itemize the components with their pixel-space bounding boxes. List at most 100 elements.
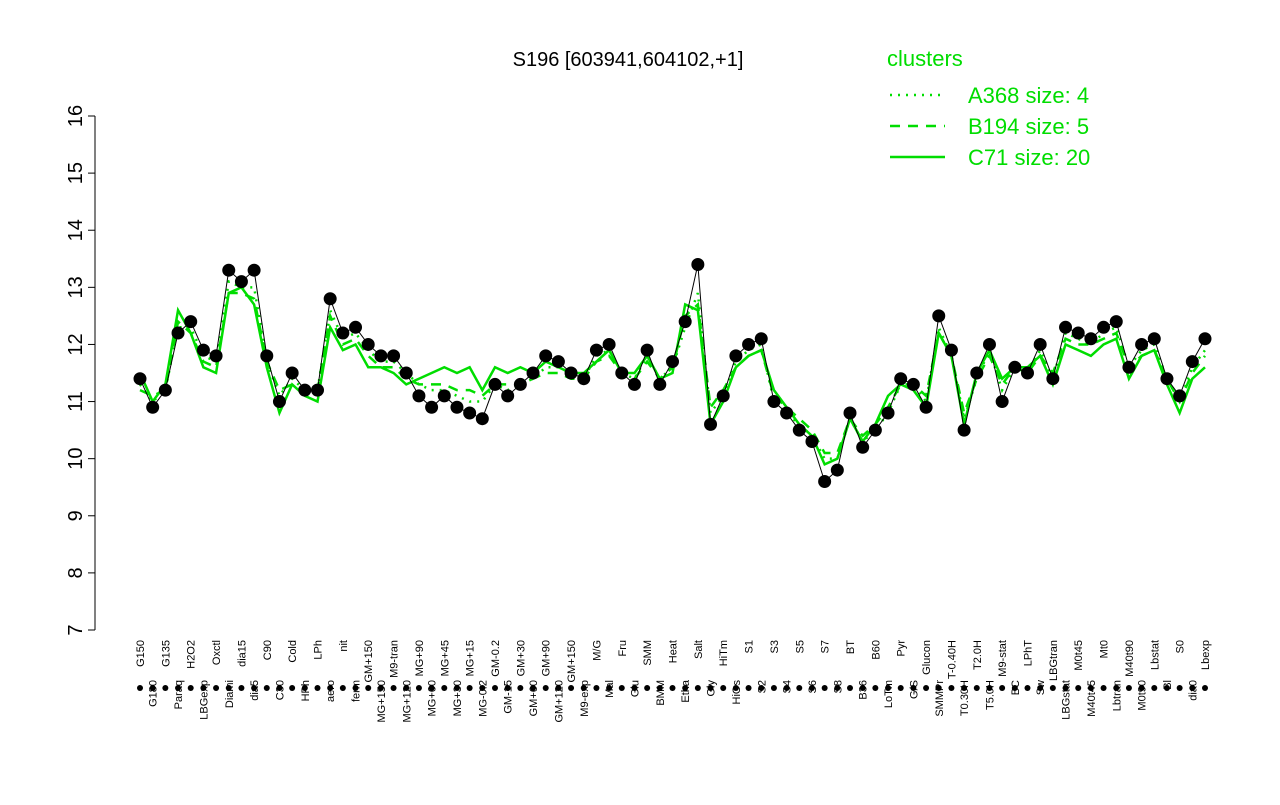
rug-mark: [403, 685, 410, 691]
data-point: [995, 395, 1009, 409]
rug-mark: [783, 685, 790, 691]
rug-mark: [555, 685, 562, 691]
rug-mark: [213, 685, 220, 691]
data-point: [1008, 360, 1022, 374]
data-point: [146, 400, 160, 414]
rug-mark: [821, 685, 828, 691]
data-point: [716, 389, 730, 403]
legend-label: A368 size: 4: [968, 83, 1089, 108]
rug-mark: [289, 685, 296, 691]
data-point: [387, 349, 401, 363]
data-point: [944, 343, 958, 357]
data-point: [272, 395, 286, 409]
data-point: [349, 320, 363, 334]
rug-mark: [504, 685, 511, 691]
rug-mark: [492, 685, 498, 691]
legend-title: clusters: [887, 46, 963, 71]
data-point: [754, 332, 768, 346]
rug-mark: [796, 685, 803, 691]
x-tick-label: G150: [135, 640, 147, 667]
data-point: [818, 475, 832, 489]
x-tick-label: Gly: [706, 680, 718, 697]
x-tick-label: Lbtran: [1111, 680, 1123, 711]
data-point: [1097, 320, 1111, 334]
rug-mark: [656, 685, 663, 691]
x-tick-label: BMM: [655, 680, 667, 706]
rug-mark: [606, 685, 613, 691]
x-tick-label: S1: [744, 640, 756, 653]
data-point: [577, 372, 591, 386]
rug-mark: [1176, 685, 1183, 691]
x-tick-label: M/G: [591, 640, 603, 661]
rug-mark: [859, 685, 866, 691]
x-tick-label: MG+120: [401, 680, 413, 723]
x-tick-label: C30: [274, 680, 286, 700]
rug-mark: [352, 685, 359, 691]
rug-mark: [631, 685, 638, 691]
rug-mark: [225, 685, 232, 691]
x-tick-label: Paraq: [173, 680, 185, 709]
data-point: [704, 417, 718, 431]
x-tick-label: G/S: [908, 680, 920, 699]
x-tick-label: M9-stat: [997, 640, 1009, 677]
data-point: [1122, 360, 1136, 374]
data-point: [1135, 337, 1149, 351]
x-tick-label: SMMPr: [934, 680, 946, 717]
rug-mark: [453, 685, 460, 691]
x-tick-label: Sw: [1035, 680, 1047, 695]
data-point: [678, 315, 692, 329]
x-tick-label: S6: [807, 680, 819, 693]
data-point: [666, 355, 679, 369]
x-tick-label: MG+15: [465, 640, 477, 676]
x-tick-label: M0t90: [1137, 680, 1149, 711]
x-tick-label: S4: [782, 680, 794, 693]
rug-mark: [885, 685, 892, 691]
x-tick-label: S0: [1175, 640, 1187, 653]
data-point: [234, 275, 248, 289]
data-point: [222, 263, 236, 277]
x-tick-label: GM-0.2: [490, 640, 502, 677]
data-point: [729, 349, 743, 363]
x-tick-label: Lbexp: [1200, 640, 1212, 670]
rug-mark: [580, 685, 587, 691]
rug-mark: [834, 685, 841, 691]
data-point: [1173, 389, 1187, 403]
data-point: [1109, 315, 1123, 329]
x-tick-label: BT: [845, 640, 857, 654]
data-point: [830, 463, 844, 477]
x-tick-label: Salt: [693, 640, 705, 659]
rug-mark: [441, 685, 448, 691]
data-point: [564, 366, 578, 380]
x-tick-label: dia15: [236, 640, 248, 667]
y-tick-label: 15: [65, 162, 87, 184]
data-point: [691, 257, 705, 271]
x-tick-label: Glucon: [921, 640, 933, 675]
x-tick-label: LoTm: [883, 680, 895, 708]
x-tick-label: GM+90: [541, 640, 553, 676]
data-point: [894, 372, 908, 386]
rug-mark: [644, 685, 651, 691]
x-tick-label: S7: [820, 640, 832, 653]
x-tick-label: MG+150: [376, 680, 388, 723]
x-tick-label: Glu: [629, 680, 641, 697]
x-tick-label: LPh: [313, 640, 325, 660]
y-tick-label: 8: [65, 567, 87, 578]
x-tick-label: BC: [1010, 680, 1022, 695]
rug-mark: [365, 685, 372, 691]
rug-mark: [923, 685, 930, 691]
rug-mark: [999, 685, 1006, 691]
data-point: [501, 389, 515, 403]
x-tick-label: GM-15: [503, 680, 515, 714]
x-tick-label: T5.0H: [984, 680, 996, 710]
x-tick-label: T2.0H: [972, 640, 984, 670]
x-tick-label: LPhT: [1023, 640, 1035, 667]
data-point: [412, 389, 426, 403]
data-point: [653, 377, 667, 391]
rug-mark: [162, 685, 169, 691]
x-tick-label: S8: [832, 680, 844, 693]
rug-mark: [707, 685, 714, 691]
rug-mark: [682, 685, 689, 691]
data-point: [475, 412, 489, 426]
x-tick-label: MG+30: [452, 680, 464, 716]
